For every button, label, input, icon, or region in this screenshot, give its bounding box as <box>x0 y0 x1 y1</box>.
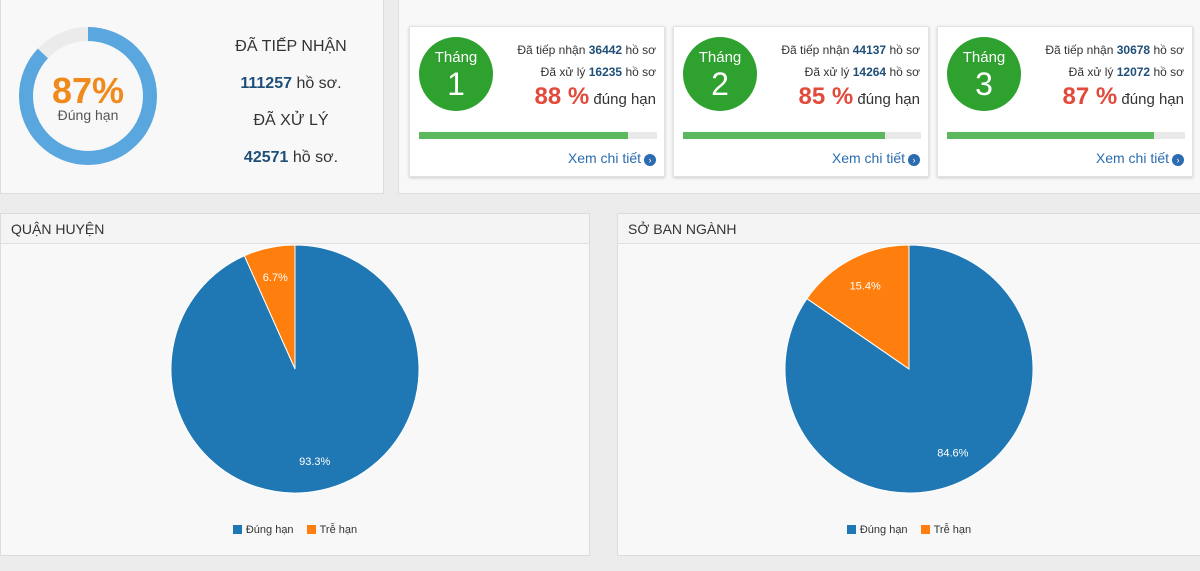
pie-slice-dung-han[interactable] <box>784 245 1034 494</box>
chart-legend: Đúng hạn Trễ hạn <box>618 524 1200 536</box>
month-ontime: 87 % đúng hạn <box>1062 83 1184 110</box>
month-ontime: 85 % đúng hạn <box>798 83 920 110</box>
processed-heading: ĐÃ XỬ LÝ <box>253 112 329 129</box>
department-pie-chart: 15.4% 84.6% <box>784 245 1034 494</box>
month-number: 3 <box>975 66 993 102</box>
month-badge: Tháng 1 <box>419 37 493 111</box>
month-received: Đã tiếp nhận 36442 hồ sơ <box>517 43 656 57</box>
overall-percent-label: Đúng hạn <box>57 107 119 123</box>
overall-donut-chart: 87% Đúng hạn <box>16 24 160 168</box>
pie-label-tre-han: 6.7% <box>263 272 288 284</box>
month-ontime-percent: 87 % <box>1062 83 1118 110</box>
month-processed: Đã xử lý 14264 hồ sơ <box>804 65 920 79</box>
received-count: 111257 <box>240 75 292 92</box>
overall-percent: 87% <box>51 70 125 111</box>
month-received: Đã tiếp nhận 30678 hồ sơ <box>1045 43 1184 57</box>
pie-label-dung-han: 93.3% <box>299 456 330 468</box>
received-unit: hồ sơ. <box>296 75 342 92</box>
arrow-right-circle-icon: › <box>1172 154 1184 166</box>
monthly-panel: Tháng 1 Đã tiếp nhận 36442 hồ sơ Đã xử l… <box>398 0 1200 194</box>
month-label: Tháng <box>698 49 742 66</box>
pie-label-tre-han: 15.4% <box>850 281 881 293</box>
month-badge: Tháng 2 <box>683 37 757 111</box>
month-label: Tháng <box>434 49 478 66</box>
month-progress-bar <box>683 132 921 139</box>
received-count-line: 111257 hồ sơ. <box>201 73 381 110</box>
chart-title: QUẬN HUYỆN <box>1 214 589 244</box>
month-received: Đã tiếp nhận 44137 hồ sơ <box>781 43 920 57</box>
summary-stats: ĐÃ TIẾP NHẬN 111257 hồ sơ. ĐÃ XỬ LÝ 4257… <box>201 36 381 184</box>
processed-unit: hồ sơ. <box>292 149 339 166</box>
legend-item-dung-han[interactable]: Đúng hạn <box>846 524 908 536</box>
chart-legend: Đúng hạn Trễ hạn <box>1 524 589 536</box>
district-pie-chart: 6.7% 93.3% <box>170 245 420 494</box>
pie-slice-tre-han[interactable] <box>806 245 910 370</box>
pie-label-dung-han: 84.6% <box>937 447 968 459</box>
legend-item-dung-han[interactable]: Đúng hạn <box>232 524 294 536</box>
received-heading: ĐÃ TIẾP NHẬN <box>235 38 347 55</box>
month-processed: Đã xử lý 12072 hồ sơ <box>1068 65 1184 79</box>
month-progress-bar <box>419 132 657 139</box>
processed-count: 42571 <box>243 149 289 166</box>
view-details-link[interactable]: Xem chi tiết › <box>568 150 656 166</box>
month-ontime-percent: 85 % <box>798 83 854 110</box>
month-number: 1 <box>447 66 465 102</box>
month-processed: Đã xử lý 16235 hồ sơ <box>540 65 656 79</box>
pie-slice-dung-han[interactable] <box>170 245 420 494</box>
summary-panel: 87% Đúng hạn ĐÃ TIẾP NHẬN 111257 hồ sơ. … <box>0 0 384 194</box>
month-label: Tháng <box>962 49 1006 66</box>
legend-item-tre-han[interactable]: Trễ hạn <box>306 524 357 536</box>
month-ontime: 88 % đúng hạn <box>534 83 656 110</box>
month-badge: Tháng 3 <box>947 37 1021 111</box>
month-card: Tháng 2 Đã tiếp nhận 44137 hồ sơ Đã xử l… <box>673 26 929 177</box>
processed-count-line: 42571 hồ sơ. <box>201 147 381 184</box>
arrow-right-circle-icon: › <box>644 154 656 166</box>
month-number: 2 <box>711 66 729 102</box>
month-card: Tháng 1 Đã tiếp nhận 36442 hồ sơ Đã xử l… <box>409 26 665 177</box>
month-ontime-percent: 88 % <box>534 83 590 110</box>
arrow-right-circle-icon: › <box>908 154 920 166</box>
view-details-link[interactable]: Xem chi tiết › <box>832 150 920 166</box>
district-chart-panel: QUẬN HUYỆN 6.7% 93.3% Đúng hạn Trễ hạn <box>0 213 590 556</box>
donut-progress-arc <box>19 27 157 165</box>
month-progress-bar <box>947 132 1185 139</box>
legend-item-tre-han[interactable]: Trễ hạn <box>920 524 971 536</box>
month-card: Tháng 3 Đã tiếp nhận 30678 hồ sơ Đã xử l… <box>937 26 1193 177</box>
chart-title: SỞ BAN NGÀNH <box>618 214 1200 244</box>
view-details-link[interactable]: Xem chi tiết › <box>1096 150 1184 166</box>
department-chart-panel: SỞ BAN NGÀNH 15.4% 84.6% Đúng hạn Trễ hạn <box>617 213 1200 556</box>
